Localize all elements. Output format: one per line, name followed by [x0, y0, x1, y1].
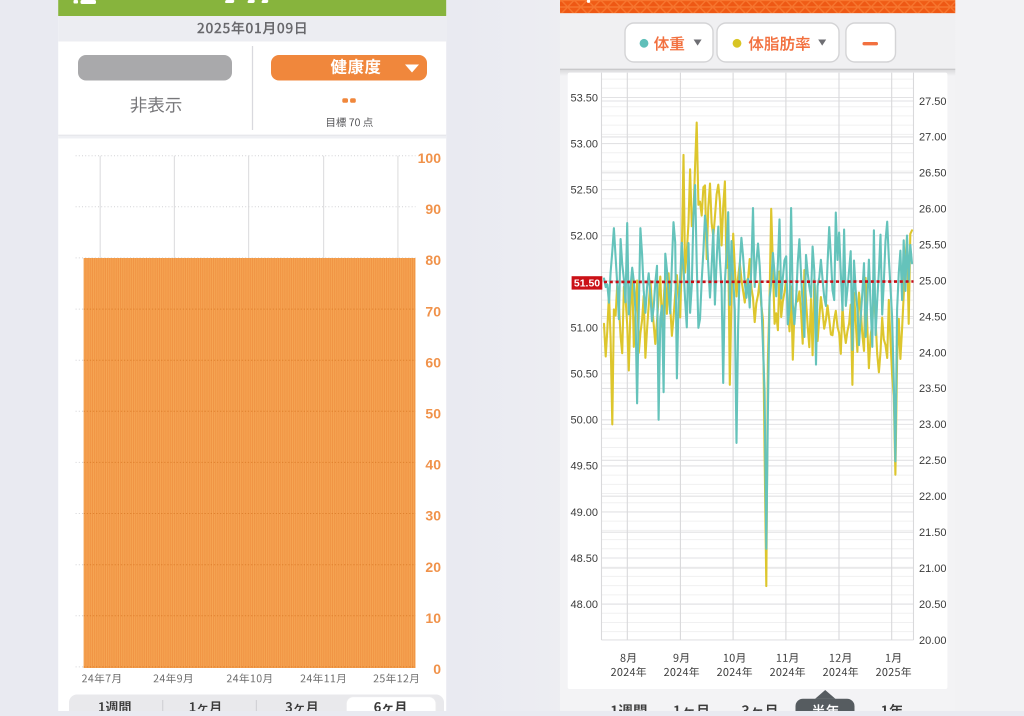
svg-text:50.50: 50.50 — [570, 369, 598, 381]
svg-text:51.00: 51.00 — [570, 323, 598, 335]
svg-text:50: 50 — [425, 406, 441, 422]
svg-text:30: 30 — [425, 508, 441, 524]
svg-text:25.00: 25.00 — [919, 275, 947, 287]
svg-text:20.00: 20.00 — [919, 635, 947, 647]
svg-text:70: 70 — [425, 303, 441, 319]
svg-text:21.50: 21.50 — [919, 527, 947, 539]
svg-text:49.50: 49.50 — [570, 461, 598, 473]
svg-text:26.00: 26.00 — [919, 204, 947, 216]
svg-text:53.00: 53.00 — [570, 138, 598, 150]
svg-text:23.50: 23.50 — [919, 383, 947, 395]
svg-text:40: 40 — [425, 457, 441, 473]
svg-text:20: 20 — [425, 559, 441, 575]
svg-text:100: 100 — [418, 150, 442, 166]
svg-text:60: 60 — [425, 354, 441, 370]
svg-text:0: 0 — [433, 661, 441, 677]
svg-text:90: 90 — [425, 201, 441, 217]
svg-text:23.00: 23.00 — [919, 419, 947, 431]
svg-text:20.50: 20.50 — [919, 599, 947, 611]
svg-text:21.00: 21.00 — [919, 563, 947, 575]
svg-text:48.00: 48.00 — [570, 599, 598, 611]
svg-text:52.50: 52.50 — [570, 184, 598, 196]
svg-text:22.50: 22.50 — [919, 455, 947, 467]
svg-text:27.00: 27.00 — [919, 132, 947, 144]
svg-text:24.00: 24.00 — [919, 347, 947, 359]
svg-text:22.00: 22.00 — [919, 491, 947, 503]
svg-text:53.50: 53.50 — [570, 92, 598, 104]
svg-text:26.50: 26.50 — [919, 168, 947, 180]
svg-text:51.50: 51.50 — [574, 278, 600, 290]
svg-text:48.50: 48.50 — [570, 553, 598, 565]
svg-text:80: 80 — [425, 252, 441, 268]
svg-text:24.50: 24.50 — [919, 311, 947, 323]
svg-text:52.00: 52.00 — [570, 230, 598, 242]
svg-text:27.50: 27.50 — [919, 96, 947, 108]
svg-text:25.50: 25.50 — [919, 240, 947, 252]
svg-text:50.00: 50.00 — [570, 415, 598, 427]
svg-text:10: 10 — [425, 610, 441, 626]
svg-text:49.00: 49.00 — [570, 507, 598, 519]
